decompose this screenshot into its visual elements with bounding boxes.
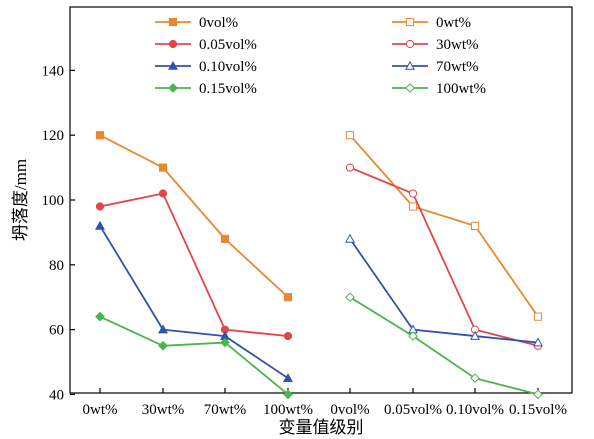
y-tick-label: 140	[42, 63, 65, 79]
series-line	[349, 134, 539, 318]
y-tick-label: 100	[42, 193, 65, 209]
series-layer	[95, 131, 543, 400]
y-tick-label: 120	[42, 128, 65, 144]
series-line	[99, 315, 289, 396]
square-marker	[470, 221, 480, 231]
series-right-1	[345, 163, 543, 350]
series-line	[349, 238, 539, 344]
y-tick-label: 80	[49, 258, 64, 274]
square-marker	[158, 163, 168, 172]
legend-item: 0wt%	[392, 15, 471, 31]
square-marker	[168, 17, 178, 27]
circle-marker	[95, 202, 105, 211]
legend-item: 0.10vol%	[155, 59, 257, 75]
circle-marker	[283, 331, 293, 341]
legend-item: 100wt%	[392, 81, 486, 97]
triangle-marker	[95, 220, 105, 230]
square-marker	[283, 293, 293, 302]
y-tick-label: 60	[49, 323, 64, 339]
series-line	[99, 192, 289, 337]
series-line	[349, 296, 539, 396]
square-marker	[95, 131, 105, 140]
series-left-0	[95, 131, 293, 302]
circle-marker	[158, 189, 168, 198]
y-tick-label: 40	[49, 387, 64, 403]
circle-marker	[405, 39, 415, 49]
y-axis-title: 坍落度/mm	[11, 159, 30, 241]
square-marker	[345, 131, 355, 140]
triangle-marker	[345, 233, 355, 243]
x-axis-title: 变量值级别	[279, 418, 364, 437]
triangle-marker	[283, 373, 293, 383]
triangle-marker	[168, 60, 178, 70]
diamond-marker	[95, 311, 105, 322]
legend-label: 0.05vol%	[199, 37, 257, 53]
x-tick-label: 0.10vol%	[446, 402, 504, 418]
square-marker	[220, 234, 230, 243]
legend-item: 0vol%	[155, 15, 238, 31]
square-marker	[408, 202, 418, 211]
series-right-0	[345, 131, 543, 321]
series-left-2	[95, 220, 293, 383]
x-tick-label: 70wt%	[204, 402, 247, 418]
legend-label: 0.15vol%	[199, 81, 257, 97]
triangle-marker	[533, 337, 543, 347]
series-line	[349, 166, 539, 347]
diamond-marker	[470, 373, 480, 384]
series-right-2	[345, 233, 543, 347]
series-left-3	[95, 311, 293, 400]
y-axis: 40 60 80 100 120 140	[42, 63, 75, 403]
diamond-marker	[158, 340, 168, 351]
triangle-marker	[470, 330, 480, 340]
x-tick-label: 0.15vol%	[509, 402, 567, 418]
legend-item: 0.15vol%	[155, 81, 257, 97]
legend-label: 100wt%	[436, 81, 486, 97]
diamond-marker	[345, 292, 355, 303]
square-marker	[533, 312, 543, 321]
x-tick-label: 30wt%	[142, 402, 185, 418]
legend-label: 0vol%	[199, 15, 238, 31]
legend-item: 30wt%	[392, 37, 479, 53]
diamond-marker	[220, 337, 230, 348]
diamond-marker	[405, 83, 415, 93]
circle-marker	[345, 163, 355, 172]
series-left-1	[95, 189, 293, 341]
legend-label: 30wt%	[436, 37, 479, 53]
circle-marker	[408, 189, 418, 198]
legend-label: 0wt%	[436, 15, 471, 31]
x-tick-label: 100wt%	[263, 402, 313, 418]
diamond-marker	[533, 389, 543, 400]
square-marker	[405, 17, 415, 27]
series-line	[99, 134, 289, 298]
legend-label: 0.10vol%	[199, 59, 257, 75]
x-tick-label: 0vol%	[330, 402, 369, 418]
series-line	[99, 225, 289, 379]
legend: 0vol% 0.05vol% 0.10vol% 0.15vol% 0wt% 30wt% 70…	[155, 15, 486, 97]
series-right-3	[345, 292, 543, 400]
triangle-marker	[158, 324, 168, 334]
diamond-marker	[283, 389, 293, 400]
legend-item: 0.05vol%	[155, 37, 257, 53]
legend-label: 70wt%	[436, 59, 479, 75]
triangle-marker	[405, 60, 415, 70]
diamond-marker	[408, 331, 418, 341]
x-tick-label: 0wt%	[83, 402, 118, 418]
diamond-marker	[168, 83, 178, 93]
circle-marker	[168, 39, 178, 49]
x-axis: 0wt% 30wt% 70wt% 100wt% 0vol% 0.05vol% 0.10vol…	[83, 388, 567, 418]
x-tick-label: 0.05vol%	[384, 402, 442, 418]
legend-item: 70wt%	[392, 59, 479, 75]
